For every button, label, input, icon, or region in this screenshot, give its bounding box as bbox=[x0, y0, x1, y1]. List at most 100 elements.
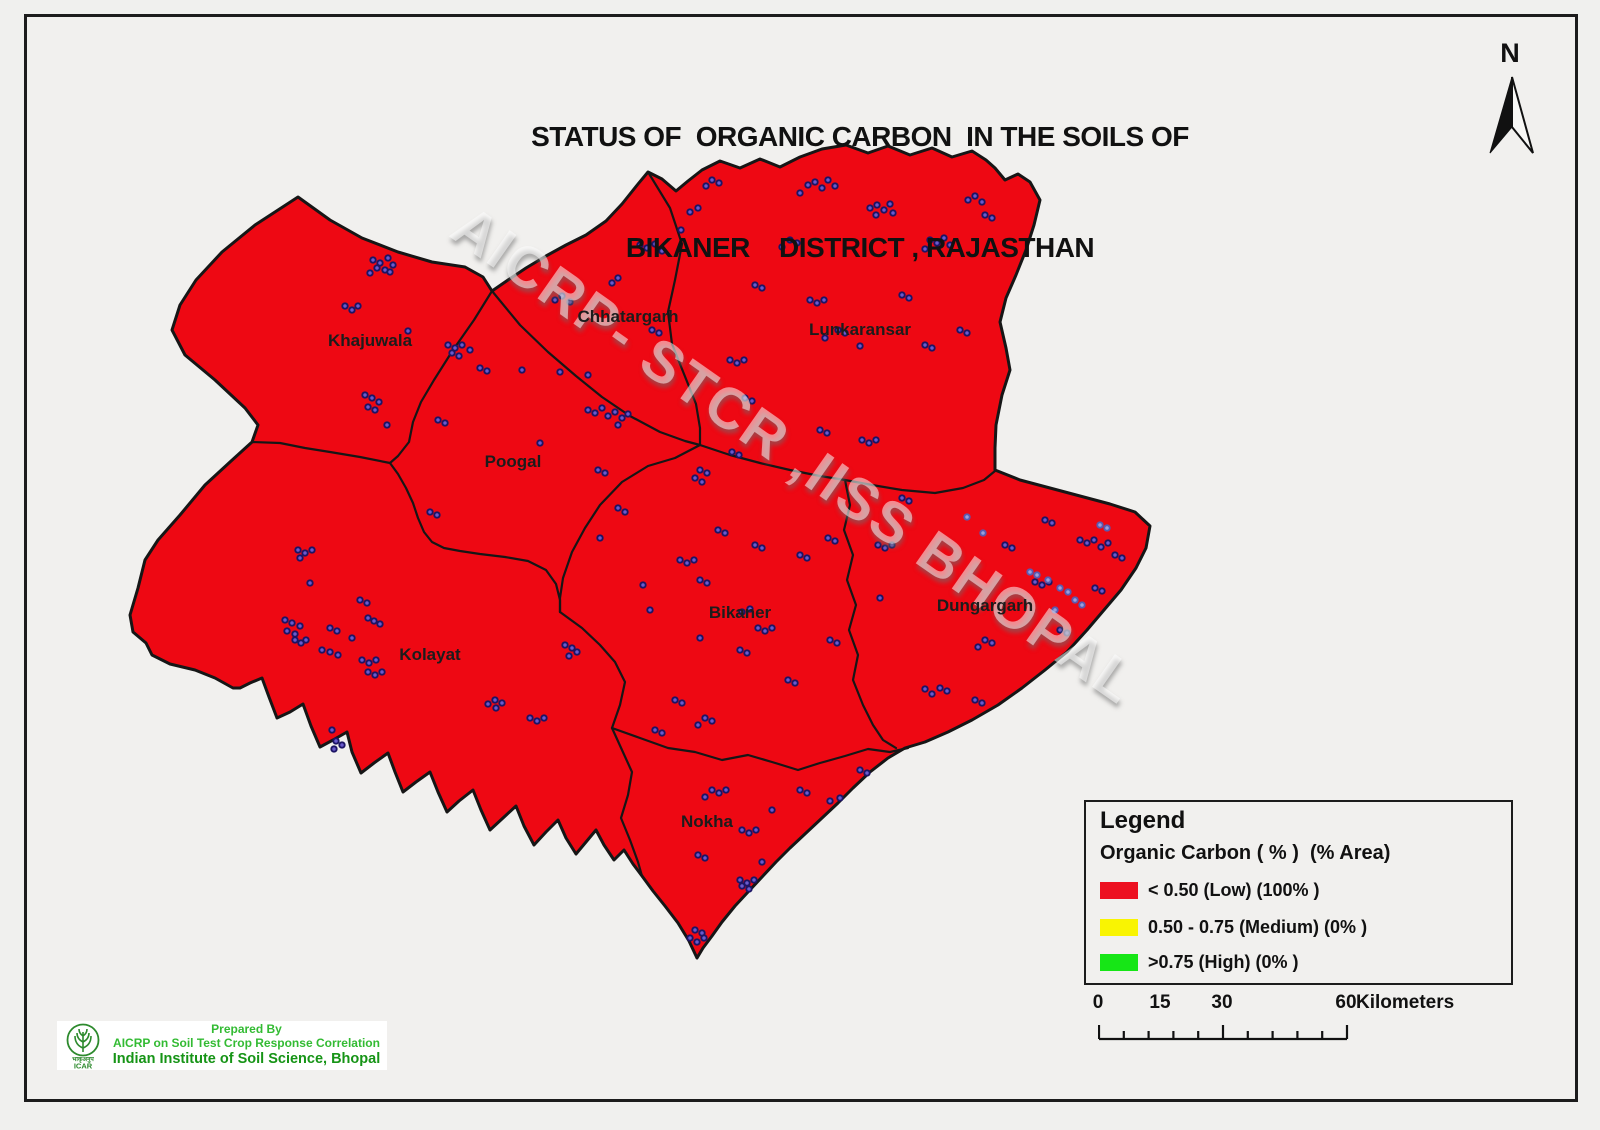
sample-point bbox=[364, 668, 372, 676]
sample-point bbox=[691, 474, 699, 482]
sample-point bbox=[743, 649, 751, 657]
sample-point bbox=[826, 797, 834, 805]
sample-point bbox=[308, 546, 316, 554]
sample-point bbox=[866, 204, 874, 212]
sample-point bbox=[898, 494, 906, 502]
sample-point bbox=[332, 737, 340, 745]
sample-point bbox=[943, 687, 951, 695]
sample-point bbox=[1076, 536, 1084, 544]
sample-point bbox=[364, 403, 372, 411]
sample-point bbox=[978, 198, 986, 206]
sample-point bbox=[1026, 568, 1034, 576]
sample-point bbox=[714, 526, 722, 534]
sample-point bbox=[1103, 524, 1111, 532]
sample-point bbox=[492, 704, 500, 712]
sample-point bbox=[1098, 587, 1106, 595]
region-label-bikaner: Bikaner bbox=[708, 603, 772, 622]
sample-point bbox=[375, 398, 383, 406]
sample-point bbox=[1071, 596, 1079, 604]
sample-point bbox=[1008, 544, 1016, 552]
sample-point bbox=[491, 696, 499, 704]
sample-point bbox=[936, 684, 944, 692]
sample-point bbox=[363, 599, 371, 607]
sample-point bbox=[601, 469, 609, 477]
sample-point bbox=[526, 714, 534, 722]
sample-point bbox=[658, 729, 666, 737]
sample-point bbox=[1044, 576, 1052, 584]
sample-point bbox=[646, 606, 654, 614]
sample-point bbox=[811, 178, 819, 186]
sample-point bbox=[745, 885, 753, 893]
sample-point bbox=[1048, 519, 1056, 527]
sample-point bbox=[694, 204, 702, 212]
sample-point bbox=[558, 292, 566, 300]
scalebar-label-0: 0 bbox=[1092, 992, 1104, 1013]
sample-point bbox=[1064, 588, 1072, 596]
sample-point bbox=[946, 241, 954, 249]
sample-point bbox=[1111, 551, 1119, 559]
sample-point bbox=[872, 211, 880, 219]
sample-point bbox=[813, 299, 821, 307]
sample-point bbox=[371, 671, 379, 679]
sample-point bbox=[698, 478, 706, 486]
sample-point bbox=[974, 643, 982, 651]
sample-point bbox=[746, 605, 754, 613]
sample-point bbox=[818, 184, 826, 192]
sample-point bbox=[981, 211, 989, 219]
sample-point bbox=[291, 630, 299, 638]
sample-point bbox=[1096, 521, 1104, 529]
sample-point bbox=[816, 426, 824, 434]
sample-point bbox=[573, 648, 581, 656]
sample-point bbox=[803, 554, 811, 562]
sample-point bbox=[318, 646, 326, 654]
sample-point bbox=[694, 851, 702, 859]
sample-point bbox=[326, 624, 334, 632]
sample-point bbox=[364, 614, 372, 622]
legend-subtitle: Organic Carbon ( % ) (% Area) bbox=[1100, 842, 1391, 864]
map-title: STATUS OF ORGANIC CARBON IN THE SOILS OF… bbox=[320, 44, 1400, 303]
sample-point bbox=[703, 579, 711, 587]
sample-point bbox=[658, 247, 666, 255]
sample-point bbox=[880, 206, 888, 214]
sample-point bbox=[301, 549, 309, 557]
sample-point bbox=[758, 858, 766, 866]
sample-point bbox=[738, 882, 746, 890]
sample-point bbox=[824, 176, 832, 184]
sample-point bbox=[981, 636, 989, 644]
sample-point bbox=[873, 201, 881, 209]
sample-point bbox=[1031, 578, 1039, 586]
credit-prepared-by: Prepared By bbox=[211, 1022, 282, 1037]
sample-point bbox=[348, 306, 356, 314]
sample-point bbox=[806, 296, 814, 304]
sample-point bbox=[804, 181, 812, 189]
sample-point bbox=[928, 344, 936, 352]
sample-point bbox=[715, 789, 723, 797]
sample-point bbox=[1091, 584, 1099, 592]
sample-point bbox=[1033, 571, 1041, 579]
sample-point bbox=[636, 241, 644, 249]
legend-item-low: < 0.50 (Low) (100% ) bbox=[1100, 878, 1320, 902]
sample-point bbox=[483, 367, 491, 375]
sample-point bbox=[561, 641, 569, 649]
sample-point bbox=[743, 879, 751, 887]
sample-point bbox=[758, 284, 766, 292]
sample-point bbox=[740, 356, 748, 364]
sample-point bbox=[940, 234, 948, 242]
sample-point bbox=[708, 786, 716, 794]
sample-point bbox=[1038, 581, 1046, 589]
sample-point bbox=[624, 410, 632, 418]
sample-point bbox=[643, 244, 651, 252]
sample-point bbox=[608, 279, 616, 287]
sample-point bbox=[686, 934, 694, 942]
map-title-line1: STATUS OF ORGANIC CARBON IN THE SOILS OF bbox=[531, 121, 1189, 152]
sample-point bbox=[921, 685, 929, 693]
sample-point bbox=[655, 329, 663, 337]
sample-point bbox=[752, 826, 760, 834]
sample-point bbox=[1051, 606, 1059, 614]
sample-point bbox=[963, 329, 971, 337]
sample-point bbox=[556, 368, 564, 376]
sample-point bbox=[591, 409, 599, 417]
sample-point bbox=[1083, 539, 1091, 547]
sample-point bbox=[1090, 536, 1098, 544]
